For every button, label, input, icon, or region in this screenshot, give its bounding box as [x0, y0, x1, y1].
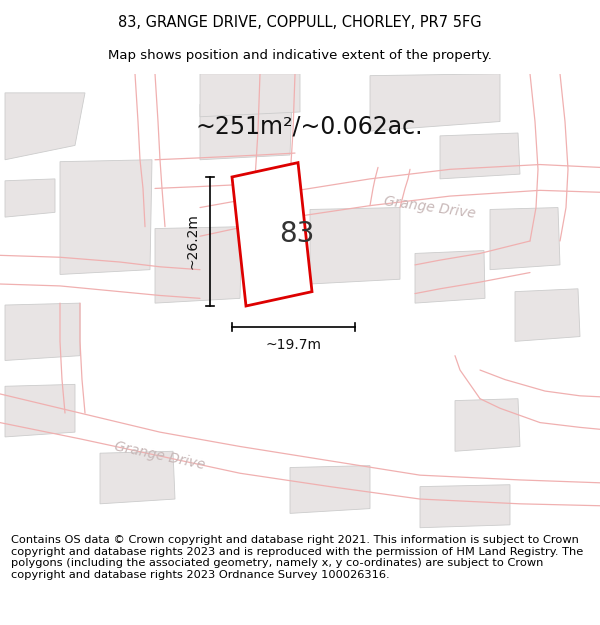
Text: 83: 83	[280, 220, 314, 248]
Polygon shape	[420, 485, 510, 528]
Polygon shape	[100, 451, 175, 504]
Polygon shape	[310, 208, 400, 284]
Polygon shape	[440, 133, 520, 179]
Text: Map shows position and indicative extent of the property.: Map shows position and indicative extent…	[108, 49, 492, 62]
Polygon shape	[60, 160, 152, 274]
Polygon shape	[290, 466, 370, 513]
Text: Grange Drive: Grange Drive	[113, 439, 206, 472]
Polygon shape	[415, 251, 485, 303]
Polygon shape	[455, 399, 520, 451]
Polygon shape	[490, 208, 560, 269]
Polygon shape	[515, 289, 580, 341]
Polygon shape	[200, 102, 292, 160]
Polygon shape	[370, 74, 500, 131]
Polygon shape	[155, 227, 242, 303]
Text: Contains OS data © Crown copyright and database right 2021. This information is : Contains OS data © Crown copyright and d…	[11, 535, 583, 580]
Text: ~19.7m: ~19.7m	[265, 339, 322, 352]
Polygon shape	[5, 179, 55, 217]
Polygon shape	[5, 303, 80, 361]
Text: ~26.2m: ~26.2m	[186, 214, 200, 269]
Polygon shape	[5, 93, 85, 160]
Polygon shape	[5, 384, 75, 437]
Polygon shape	[232, 162, 312, 306]
Polygon shape	[200, 74, 300, 117]
Text: Grange Drive: Grange Drive	[383, 194, 477, 221]
Text: 83, GRANGE DRIVE, COPPULL, CHORLEY, PR7 5FG: 83, GRANGE DRIVE, COPPULL, CHORLEY, PR7 …	[118, 14, 482, 29]
Text: ~251m²/~0.062ac.: ~251m²/~0.062ac.	[195, 114, 422, 138]
